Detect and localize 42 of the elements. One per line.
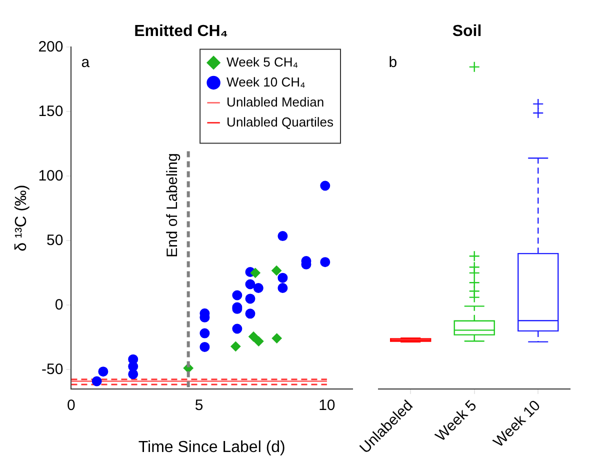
annotation: a [81,54,90,71]
point [254,336,264,346]
point [278,283,288,294]
point [253,283,264,294]
chart-title: Soil [452,23,482,40]
legend-label: Unlabled Median [226,94,324,110]
point [320,257,330,268]
chart-title: Emitted CH₄ [134,23,228,40]
y-tick-label: 150 [38,102,64,120]
point [128,369,138,380]
x-tick-label: 0 [67,397,76,414]
point [245,308,256,319]
point [245,279,256,290]
point [200,342,210,352]
x-tick-label: 10 [318,397,336,414]
y-tick-label: -50 [42,360,64,378]
point [230,341,241,352]
y-axis-title: δ ¹³C (‰) [13,184,30,252]
point [278,272,288,283]
annotation: b [388,54,398,71]
point [272,266,282,276]
point [248,332,259,342]
x-tick-label: 5 [194,397,204,414]
legend-label: Week 10 CH₄ [226,74,306,90]
legend-label: Week 5 CH₄ [226,54,298,70]
point [278,231,288,242]
point [320,180,330,191]
point [272,333,282,344]
y-tick-label: 0 [54,296,64,314]
legend-label: Unlabled Quartiles [226,114,334,130]
point [200,328,210,338]
ref-line-label: End of Labeling [164,153,181,258]
x-axis-title: Time Since Label (d) [138,438,286,456]
y-tick-label: 200 [38,38,64,56]
point [98,366,108,377]
point [232,324,242,334]
y-tick-label: 50 [46,232,64,249]
point [250,268,260,278]
point [92,376,102,386]
point [245,294,256,304]
point [232,290,242,300]
y-tick-label: 100 [38,167,64,184]
